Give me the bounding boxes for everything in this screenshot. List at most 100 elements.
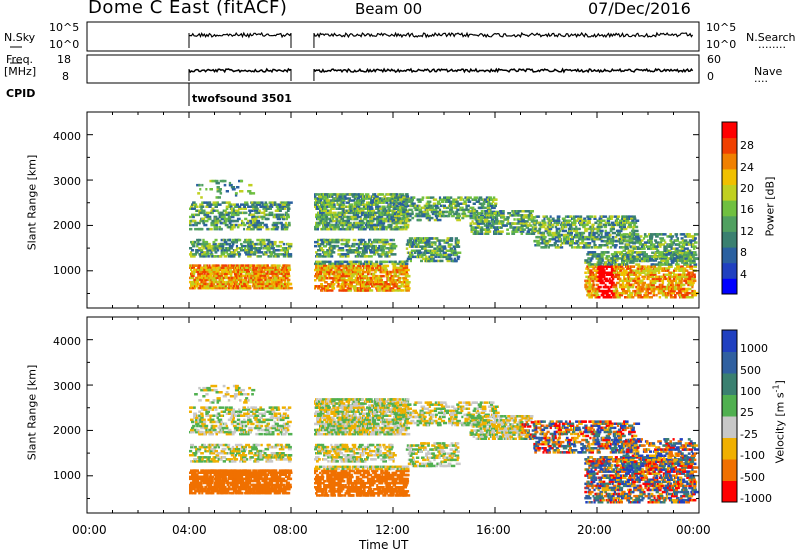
echo-cell xyxy=(283,225,289,229)
echo-cell xyxy=(555,223,559,227)
echo-cell xyxy=(428,259,431,263)
echo-cell xyxy=(222,221,227,225)
echo-cell xyxy=(438,210,443,214)
echo-cell xyxy=(610,257,614,260)
echo-cell xyxy=(418,208,422,212)
echo-cell xyxy=(209,284,215,288)
echo-cell xyxy=(338,279,342,282)
echo-cell xyxy=(381,251,385,254)
echo-cell xyxy=(367,244,371,248)
echo-cell xyxy=(234,240,237,244)
echo-cell xyxy=(249,242,253,246)
echo-cell xyxy=(340,201,344,204)
echo-cell xyxy=(632,285,635,289)
echo-cell xyxy=(542,231,545,235)
echo-cell xyxy=(669,283,674,287)
echo-cell xyxy=(635,225,639,229)
echo-cell xyxy=(611,255,617,258)
freq-panel-frame xyxy=(86,54,700,84)
echo-cell xyxy=(461,216,465,220)
echo-cell xyxy=(588,235,593,239)
echo-cell xyxy=(644,291,648,295)
echo-cell xyxy=(250,264,254,267)
echo-cell xyxy=(421,214,427,218)
echo-cell xyxy=(386,215,391,219)
echo-cell xyxy=(437,259,442,263)
echo-cell xyxy=(205,242,210,246)
echo-cell xyxy=(323,213,328,217)
echo-cell xyxy=(474,230,479,233)
echo-cell xyxy=(626,281,631,285)
echo-cell xyxy=(221,179,227,183)
echo-cell xyxy=(479,228,483,231)
echo-cell xyxy=(196,238,200,242)
echo-cell xyxy=(250,276,253,280)
echo-cell xyxy=(626,261,629,264)
echo-cell xyxy=(224,219,228,223)
echo-cell xyxy=(422,210,427,214)
echo-cell xyxy=(332,219,337,223)
echo-cell xyxy=(279,244,282,248)
echo-cell xyxy=(249,268,253,271)
echo-cell xyxy=(405,193,409,196)
echo-cell xyxy=(223,255,228,258)
echo-cell xyxy=(266,286,271,290)
echo-cell xyxy=(361,203,366,206)
echo-cell xyxy=(342,211,347,215)
echo-cell xyxy=(229,274,233,278)
echo-cell xyxy=(573,215,577,218)
echo-cell xyxy=(273,223,278,227)
echo-cell xyxy=(328,283,331,286)
echo-cell xyxy=(198,276,202,280)
echo-cell xyxy=(351,195,354,198)
echo-cell xyxy=(281,223,285,227)
echo-cell xyxy=(214,247,219,250)
echo-cell xyxy=(516,218,521,221)
echo-cell xyxy=(493,204,496,208)
echo-cell xyxy=(338,262,342,266)
echo-cell xyxy=(222,251,226,254)
echo-cell xyxy=(224,282,228,286)
echo-cell xyxy=(323,203,326,206)
echo-cell xyxy=(389,242,394,246)
echo-cell xyxy=(534,227,537,231)
echo-cell xyxy=(606,219,611,222)
echo-cell xyxy=(436,251,439,254)
echo-cell xyxy=(563,219,568,222)
echo-cell xyxy=(609,229,613,233)
echo-cell xyxy=(379,225,383,229)
echo-cell xyxy=(331,289,334,292)
echo-cell xyxy=(360,238,365,242)
echo-cell xyxy=(234,194,238,197)
echo-cell xyxy=(328,199,331,202)
echo-cell xyxy=(397,289,403,292)
nsky-label: N.Sky xyxy=(4,31,36,44)
echo-cell xyxy=(415,243,420,246)
echo-cell xyxy=(467,200,472,203)
echo-cell xyxy=(266,274,270,278)
echo-cell xyxy=(277,213,281,217)
echo-cell xyxy=(586,265,589,268)
echo-cell xyxy=(333,274,337,278)
echo-cell xyxy=(359,262,363,266)
echo-cell xyxy=(649,273,654,276)
echo-cell xyxy=(411,216,415,220)
echo-cell xyxy=(591,225,594,229)
echo-cell xyxy=(573,219,578,222)
echo-cell xyxy=(210,251,213,254)
echo-cell xyxy=(621,237,624,241)
echo-cell xyxy=(253,209,259,212)
echo-cell xyxy=(257,276,262,280)
echo-cell xyxy=(335,244,340,248)
echo-cell xyxy=(505,218,510,221)
echo-cell xyxy=(238,207,243,210)
echo-cell xyxy=(404,264,409,268)
echo-cell xyxy=(612,271,617,274)
echo-cell xyxy=(231,242,235,246)
echo-cell xyxy=(384,238,389,242)
echo-cell xyxy=(347,266,351,270)
echo-cell xyxy=(667,285,671,289)
echo-cell xyxy=(473,228,478,231)
echo-cell xyxy=(493,232,498,235)
echo-cell xyxy=(457,214,461,218)
